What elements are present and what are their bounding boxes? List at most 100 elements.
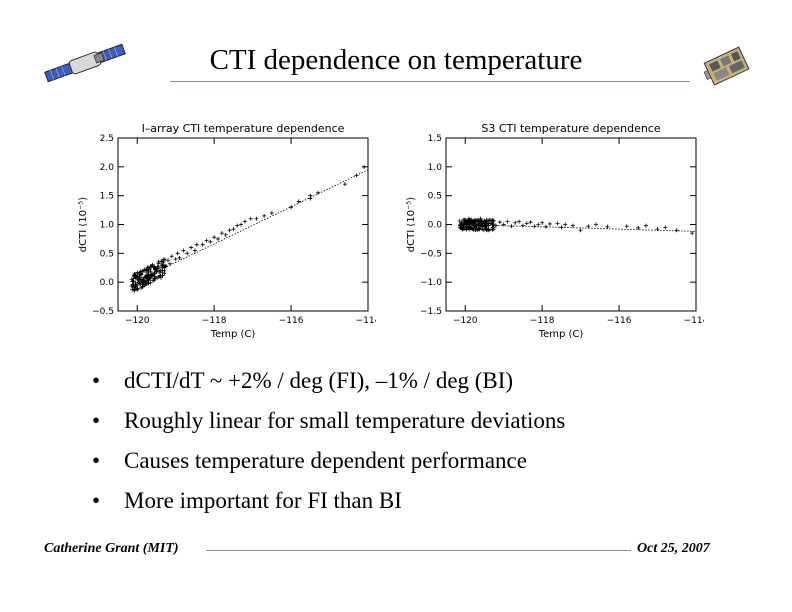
data-point <box>262 213 267 218</box>
data-point <box>289 205 294 210</box>
data-point <box>162 268 167 273</box>
footer-divider <box>206 550 631 551</box>
data-point <box>235 223 240 228</box>
data-point <box>482 224 487 229</box>
data-point <box>156 261 161 266</box>
data-point <box>477 222 482 227</box>
data-point <box>156 265 161 270</box>
data-point <box>458 223 463 228</box>
bullet-item: • Roughly linear for small temperature de… <box>92 408 566 433</box>
data-point <box>484 221 489 226</box>
data-point <box>157 269 162 274</box>
data-point <box>473 227 478 232</box>
data-point <box>470 226 475 231</box>
data-point <box>472 223 477 228</box>
data-points <box>457 216 695 236</box>
data-point <box>139 275 144 280</box>
data-point <box>135 270 140 275</box>
data-point <box>269 210 274 215</box>
x-tick-label: −120 <box>453 316 478 326</box>
data-point <box>690 231 695 236</box>
data-point <box>501 222 506 227</box>
data-point <box>194 242 199 247</box>
data-point <box>636 225 641 230</box>
data-point <box>469 217 474 222</box>
data-point <box>200 242 205 247</box>
y-tick-label: 1.0 <box>428 163 443 173</box>
data-point <box>143 279 148 284</box>
data-point <box>563 222 568 227</box>
data-point <box>223 232 228 237</box>
data-point <box>479 218 484 223</box>
data-point <box>474 225 479 230</box>
data-point <box>532 224 537 229</box>
chart-svg: S3 CTI temperature dependence −120 −118 −11… <box>406 122 709 340</box>
s3-cti-chart: S3 CTI temperature dependence −120 −118 −11… <box>404 118 709 348</box>
data-point <box>141 279 146 284</box>
bullet-item: • dCTI/dT ~ +2% / deg (FI), –1% / deg (BI… <box>92 368 514 393</box>
data-point <box>231 227 236 232</box>
y-tick-label: 1.5 <box>428 134 442 144</box>
data-point <box>192 248 197 253</box>
x-axis-label: Temp (C) <box>210 329 256 340</box>
data-point <box>167 261 172 266</box>
data-point <box>464 227 469 232</box>
data-point <box>140 282 145 287</box>
data-point <box>474 218 479 223</box>
data-point <box>136 277 141 282</box>
data-point <box>644 223 648 228</box>
bullet-list: • dCTI/dT ~ +2% / deg (FI), –1% / deg (BI… <box>92 364 565 524</box>
data-point <box>494 223 498 228</box>
data-point <box>461 217 466 222</box>
data-point <box>461 222 466 227</box>
data-point <box>166 258 170 263</box>
data-point <box>486 227 491 232</box>
data-point <box>140 269 145 274</box>
data-point <box>160 259 165 264</box>
data-point <box>146 269 151 274</box>
data-point <box>132 285 137 290</box>
data-point <box>570 223 575 228</box>
data-point <box>509 224 514 229</box>
data-point <box>227 228 232 233</box>
data-point <box>177 255 182 260</box>
data-point <box>149 263 154 268</box>
data-point <box>624 224 629 229</box>
data-point <box>488 221 493 226</box>
data-point <box>134 275 139 280</box>
slide-title: CTI dependence on temperature <box>209 44 583 76</box>
data-point <box>160 273 165 278</box>
data-point <box>524 221 529 226</box>
data-point <box>478 216 483 221</box>
data-point <box>130 283 135 288</box>
data-point <box>458 225 463 230</box>
data-point <box>555 221 560 226</box>
data-points <box>129 164 367 293</box>
data-point <box>578 228 583 233</box>
data-point <box>547 221 552 226</box>
data-point <box>254 216 259 221</box>
data-point <box>540 220 545 225</box>
y-tick-label: 1.0 <box>100 221 115 231</box>
y-tick-label: 0.5 <box>100 249 114 259</box>
y-axis-label: dCTI (10⁻⁵) <box>406 197 417 252</box>
data-point <box>130 279 135 284</box>
data-point <box>173 257 178 262</box>
data-point <box>181 248 186 253</box>
data-point <box>308 196 313 201</box>
y-tick-label: 0.5 <box>428 192 442 202</box>
data-point <box>204 238 209 243</box>
data-point <box>135 282 140 287</box>
data-point <box>463 220 468 225</box>
data-point <box>152 276 157 281</box>
data-point <box>189 245 194 250</box>
data-point <box>594 222 598 227</box>
data-point <box>154 267 159 272</box>
data-point <box>296 199 301 204</box>
data-point <box>242 219 247 224</box>
data-point <box>175 251 180 256</box>
data-point <box>605 224 610 229</box>
data-point <box>145 273 150 278</box>
data-point <box>185 251 190 256</box>
chart-title: S3 CTI temperature dependence <box>481 122 660 135</box>
